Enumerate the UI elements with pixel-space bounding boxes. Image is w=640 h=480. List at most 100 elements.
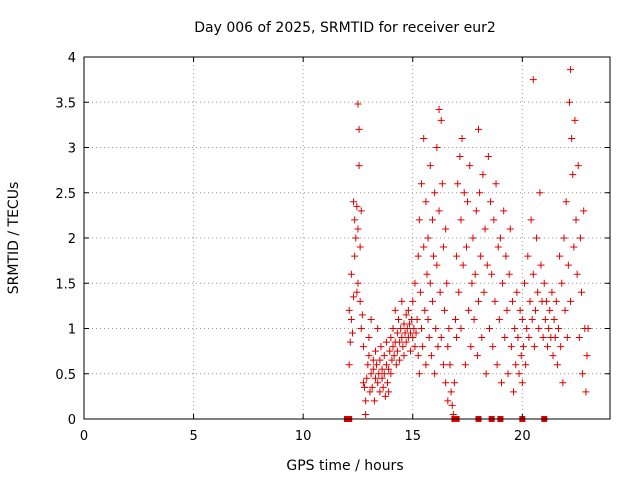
data-point <box>422 361 430 369</box>
data-point <box>522 361 530 369</box>
data-point <box>353 288 361 296</box>
data-point <box>422 198 430 206</box>
data-point <box>527 216 535 224</box>
data-point <box>384 379 392 387</box>
data-point <box>518 315 526 323</box>
data-point <box>491 297 499 305</box>
data-point <box>445 325 453 332</box>
data-point <box>480 288 488 296</box>
data-point <box>545 325 553 332</box>
data-point <box>426 162 434 170</box>
data-point <box>374 379 382 387</box>
data-point <box>378 374 386 382</box>
data-point <box>446 361 454 369</box>
data-point <box>561 306 569 314</box>
data-point <box>387 370 395 378</box>
y-tick-label: 3 <box>68 142 76 157</box>
data-point <box>502 252 510 260</box>
data-point <box>378 365 386 373</box>
data-point <box>559 379 567 387</box>
data-point <box>563 334 571 342</box>
data-point <box>460 189 468 197</box>
data-point <box>540 279 548 287</box>
data-point <box>433 144 441 151</box>
data-point <box>377 343 385 351</box>
data-point <box>356 297 364 305</box>
data-point <box>380 370 388 378</box>
data-point <box>557 343 565 351</box>
data-point <box>558 279 566 287</box>
data-point <box>359 343 367 351</box>
data-point <box>447 388 455 396</box>
data-point <box>488 270 496 278</box>
data-point <box>478 334 486 342</box>
data-point <box>347 270 355 278</box>
data-point <box>503 306 511 314</box>
data-point <box>356 243 364 251</box>
data-point <box>396 356 404 364</box>
data-point <box>568 134 576 142</box>
data-point <box>553 361 561 369</box>
data-point <box>424 315 432 323</box>
data-point <box>350 198 358 206</box>
data-point <box>419 343 427 351</box>
data-point <box>364 361 372 369</box>
data-point <box>505 270 513 278</box>
data-point <box>465 306 473 314</box>
data-point <box>462 243 470 251</box>
data-point <box>421 306 429 314</box>
data-point <box>354 279 362 287</box>
data-point <box>414 252 422 260</box>
data-point <box>395 315 403 323</box>
data-point <box>390 352 398 360</box>
data-point <box>523 325 531 332</box>
data-point <box>362 410 370 418</box>
data-point <box>381 392 389 400</box>
data-point <box>361 383 369 391</box>
x-axis-label: GPS time / hours <box>286 458 403 474</box>
data-point <box>418 180 426 188</box>
data-point <box>533 234 541 242</box>
data-point <box>347 315 355 323</box>
data-point <box>537 261 545 269</box>
data-point <box>412 329 420 337</box>
data-point <box>382 361 390 369</box>
data-point <box>418 325 426 332</box>
data-point <box>428 216 436 224</box>
data-point <box>551 334 559 342</box>
data-point <box>448 401 456 409</box>
data-point <box>569 171 577 179</box>
data-point <box>582 388 590 396</box>
y-tick-label: 2.5 <box>55 187 76 202</box>
x-tick-label: 15 <box>404 429 421 444</box>
data-point <box>477 252 485 260</box>
data-point <box>368 383 376 391</box>
data-point <box>534 288 542 296</box>
data-point <box>373 361 381 369</box>
data-point <box>415 370 423 378</box>
data-point <box>525 334 533 342</box>
data-point <box>351 252 359 260</box>
data-point <box>389 343 397 351</box>
data-point <box>482 370 490 378</box>
data-point <box>529 270 537 278</box>
data-point <box>546 306 554 314</box>
y-tick-label: 0 <box>68 413 76 428</box>
data-point <box>439 243 447 251</box>
data-point <box>399 343 407 351</box>
data-point <box>521 279 529 287</box>
data-point <box>562 198 570 206</box>
data-point <box>370 397 378 405</box>
data-point <box>411 343 419 351</box>
gridlines <box>84 57 610 419</box>
data-point <box>402 338 410 346</box>
data-point <box>351 216 359 224</box>
data-point <box>367 370 375 378</box>
data-point <box>433 261 441 269</box>
data-point <box>498 379 506 387</box>
data-point <box>420 243 428 251</box>
data-point <box>469 234 477 242</box>
data-point <box>457 325 465 332</box>
chart-title: Day 006 of 2025, SRMTID for receiver eur… <box>194 20 496 36</box>
